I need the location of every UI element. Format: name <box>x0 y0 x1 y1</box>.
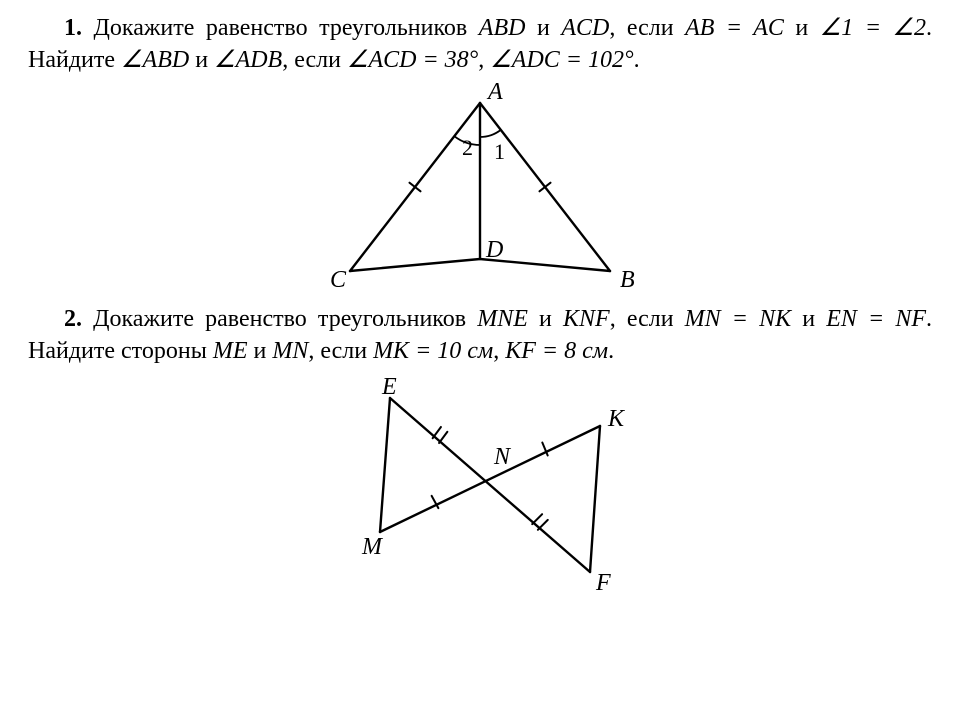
p1-t4: ∠1 = ∠2 <box>820 15 926 41</box>
p2-s6: и <box>247 338 272 364</box>
figure-1-svg: 21 A B C D <box>290 81 670 301</box>
svg-text:2: 2 <box>462 135 473 160</box>
svg-text:B: B <box>620 267 635 293</box>
svg-text:C: C <box>330 267 347 293</box>
p1-t3: AB = AC <box>685 15 784 41</box>
problem-1-text: 1. Докажите равенство треугольников ABD … <box>28 12 932 77</box>
p1-s3: , если <box>609 15 685 41</box>
p1-s2: и <box>525 15 561 41</box>
figure-2: E M N K F <box>28 372 932 602</box>
p2-t8: KF = 8 см <box>505 338 608 364</box>
p2-s8: , <box>493 338 505 364</box>
p1-t6: ∠ADB <box>214 47 282 73</box>
p2-t1: MNE <box>477 306 528 332</box>
problem-1-number: 1. <box>28 15 82 41</box>
svg-text:M: M <box>361 534 384 560</box>
p2-t6: MN <box>272 338 308 364</box>
page: 1. Докажите равенство треугольников ABD … <box>0 0 960 602</box>
p1-s7: , если <box>282 47 347 73</box>
p1-s4: и <box>784 15 820 41</box>
p2-s7: , если <box>308 338 373 364</box>
p2-s1: Докажите равенство треугольников <box>93 306 477 332</box>
p1-s8: , <box>478 47 490 73</box>
p1-t8: ∠ADC = 102° <box>490 47 633 73</box>
p2-t5: ME <box>213 338 248 364</box>
p2-t3: MN = NK <box>685 306 791 332</box>
problem-2-text: 2. Докажите равенство треугольников MNE … <box>28 303 932 368</box>
p1-t7: ∠ACD = 38° <box>347 47 478 73</box>
p1-t1: ABD <box>479 15 526 41</box>
p1-s6: и <box>189 47 214 73</box>
p2-t7: MK = 10 см <box>373 338 493 364</box>
figure-1: 21 A B C D <box>28 81 932 301</box>
svg-text:K: K <box>607 406 626 432</box>
p2-t4: EN = NF <box>826 306 926 332</box>
p2-s4: и <box>791 306 826 332</box>
p2-s3: , если <box>610 306 685 332</box>
p1-t2: ACD <box>561 15 609 41</box>
svg-text:1: 1 <box>494 139 505 164</box>
problem-2-number: 2. <box>28 306 82 332</box>
svg-text:F: F <box>595 570 611 596</box>
svg-text:E: E <box>381 374 397 400</box>
p2-s2: и <box>528 306 563 332</box>
p1-s1: Докажите равенство треугольников <box>94 15 479 41</box>
svg-text:A: A <box>486 81 503 105</box>
p2-t2: KNF <box>563 306 610 332</box>
p1-s9: . <box>634 47 640 73</box>
svg-text:D: D <box>485 237 503 263</box>
figure-2-svg: E M N K F <box>270 372 690 602</box>
p1-t5: ∠ABD <box>121 47 189 73</box>
svg-text:N: N <box>493 444 512 470</box>
p2-s9: . <box>608 338 614 364</box>
